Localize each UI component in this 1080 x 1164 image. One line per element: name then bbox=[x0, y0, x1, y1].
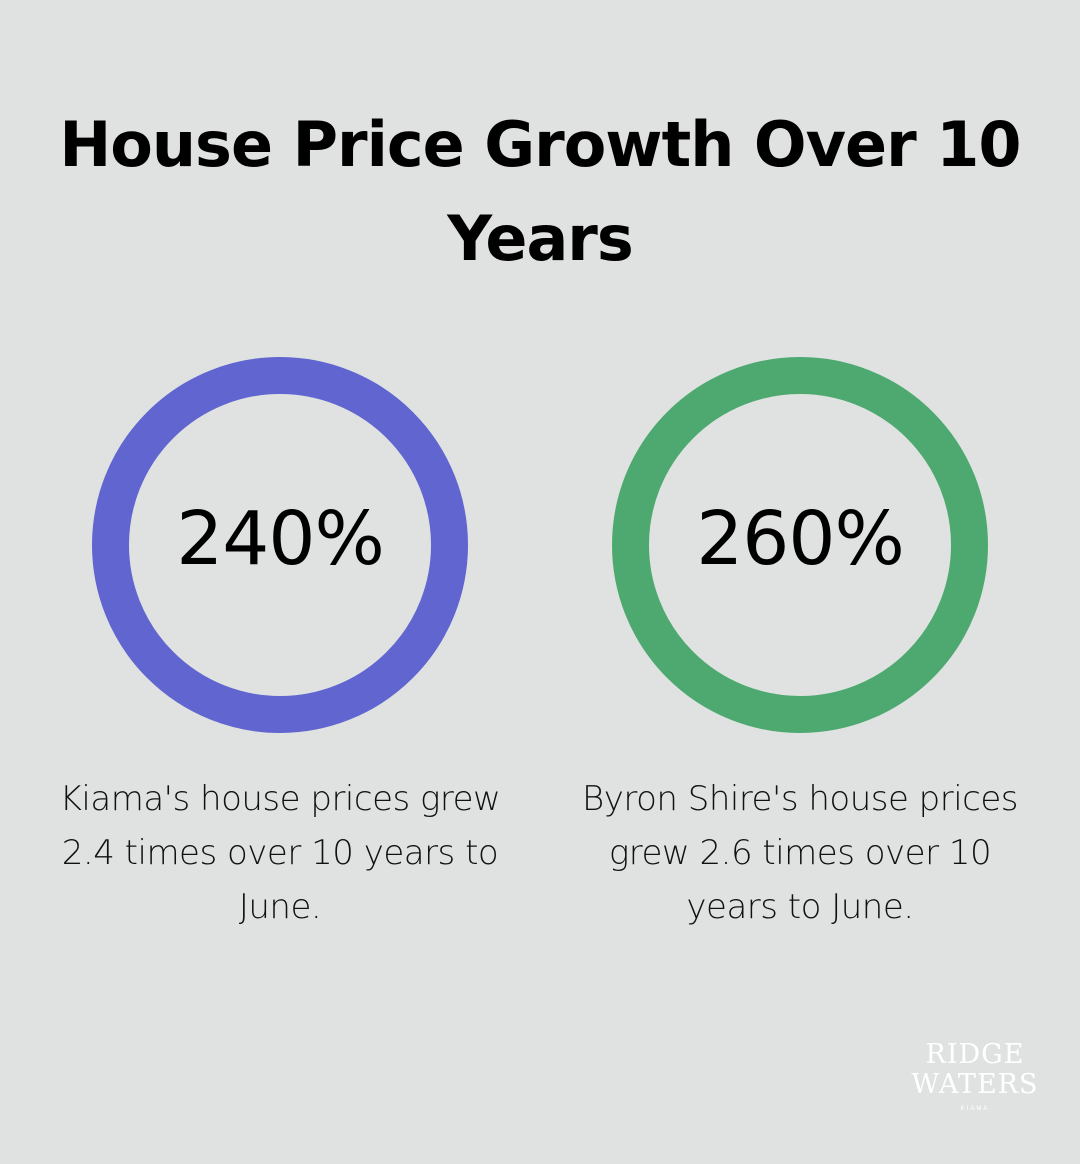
ridge-waters-logo: RIDGE WATERS KIAMA bbox=[900, 1039, 1050, 1113]
byron-stat-value: 260% bbox=[696, 496, 905, 582]
byron-stat-ring: 260% bbox=[612, 357, 988, 733]
logo-line-2: WATERS bbox=[911, 1069, 1039, 1100]
byron-stat-description: Byron Shire's house prices grew 2.6 time… bbox=[581, 779, 1019, 927]
kiama-stat-ring: 240% bbox=[92, 357, 468, 733]
kiama-stat-description: Kiama's house prices grew 2.4 times over… bbox=[59, 779, 501, 927]
logo-line-1: RIDGE bbox=[925, 1039, 1025, 1070]
page-title: House Price Growth Over 10 Years bbox=[59, 108, 1021, 275]
kiama-stat-value: 240% bbox=[176, 496, 385, 582]
logo-line-3: KIAMA bbox=[960, 1106, 990, 1112]
